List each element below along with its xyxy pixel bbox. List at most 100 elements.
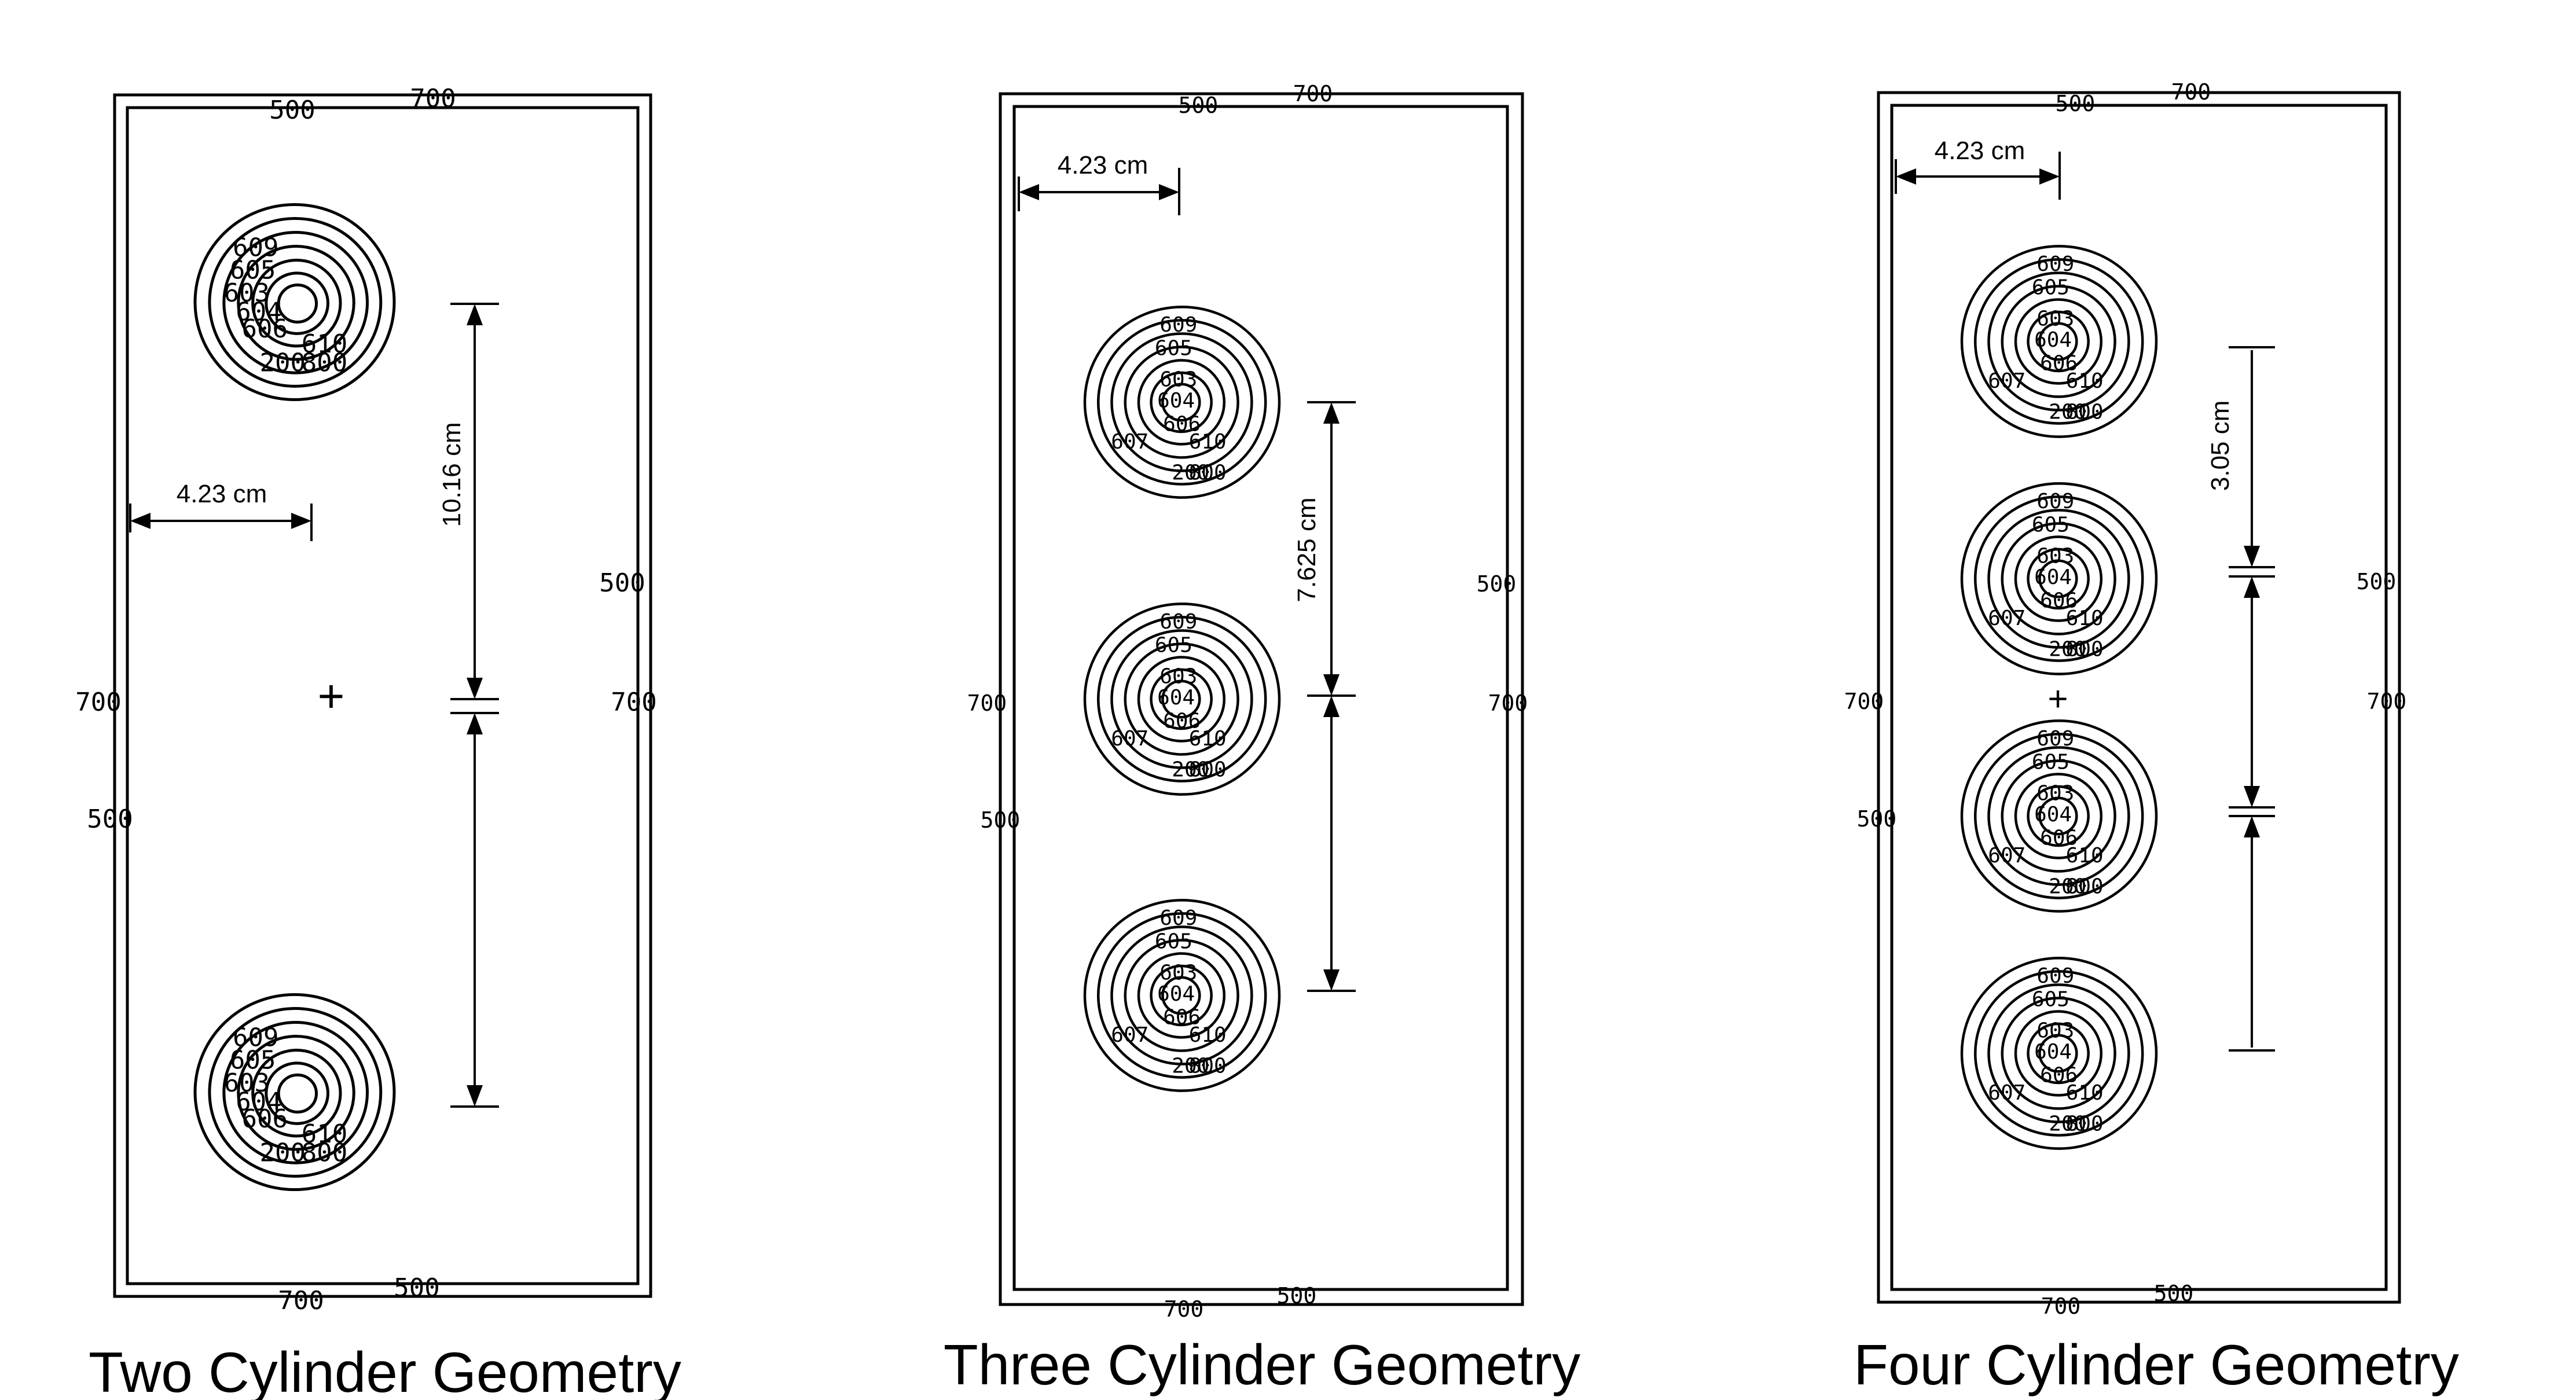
contour-ring bbox=[2001, 522, 2116, 635]
label-top-700: 700 bbox=[410, 84, 456, 113]
inner-boundary bbox=[1012, 105, 1509, 1291]
contour-label: 609 bbox=[233, 233, 278, 262]
contour-label: 603 bbox=[2036, 1019, 2074, 1042]
contour-label: 200 bbox=[259, 1138, 305, 1168]
contour-ring bbox=[277, 1073, 318, 1114]
contour-label: 200 bbox=[2049, 875, 2086, 899]
contour-label: 604 bbox=[2034, 803, 2072, 826]
contour-ring bbox=[1137, 359, 1226, 446]
spacing-label: 7.625 cm bbox=[1293, 498, 1321, 602]
contour-label: 605 bbox=[1155, 337, 1192, 361]
contour-label: 606 bbox=[242, 314, 288, 344]
contour-ring bbox=[2001, 997, 2116, 1110]
contour-label: 606 bbox=[1163, 413, 1201, 436]
contour-label: 605 bbox=[1155, 930, 1192, 954]
contour-label: 609 bbox=[2036, 252, 2074, 276]
contour-label: 606 bbox=[242, 1104, 288, 1134]
caption-four: Four Cylinder Geometry bbox=[1854, 1333, 2459, 1397]
contour-ring bbox=[1124, 642, 1239, 756]
label-right-700: 700 bbox=[2367, 689, 2407, 714]
contour-label: 605 bbox=[230, 256, 276, 285]
outer-boundary bbox=[113, 93, 652, 1298]
contour-ring bbox=[265, 1061, 329, 1125]
contour-ring bbox=[1973, 258, 2144, 425]
contour-ring bbox=[1083, 602, 1281, 796]
contour-label: 610 bbox=[2066, 1081, 2104, 1105]
contour-label: 605 bbox=[2032, 751, 2069, 774]
contour-label: 607 bbox=[1988, 607, 2025, 630]
label-right-500: 500 bbox=[2357, 569, 2397, 594]
panel-three-cylinder: 500 700 700 500 700 500 500 700 60960560… bbox=[944, 81, 1580, 1397]
contour-ring bbox=[1137, 656, 1226, 743]
label-right-500: 500 bbox=[599, 568, 645, 598]
contour-ring bbox=[1096, 616, 1267, 782]
contour-label: 605 bbox=[230, 1046, 276, 1075]
contour-ring bbox=[1987, 983, 2130, 1123]
contour-ring bbox=[1960, 719, 2158, 913]
outer-boundary bbox=[999, 92, 1524, 1306]
contour-ring bbox=[193, 993, 396, 1192]
contour-label: 603 bbox=[1159, 368, 1197, 391]
contour-label: 606 bbox=[2040, 352, 2078, 376]
label-right-500: 500 bbox=[1477, 571, 1517, 597]
contour-ring bbox=[1110, 332, 1253, 472]
contour-label: 607 bbox=[1988, 1081, 2025, 1105]
contour-label: 604 bbox=[2034, 1040, 2072, 1064]
contour-label: 200 bbox=[1172, 758, 1209, 782]
caption-two: Two Cylinder Geometry bbox=[89, 1340, 681, 1400]
spacing-label: 3.05 cm bbox=[2206, 400, 2234, 491]
contour-ring bbox=[1960, 245, 2158, 438]
contour-ring bbox=[1124, 939, 1239, 1052]
contour-label: 609 bbox=[1159, 610, 1197, 634]
contour-ring bbox=[1110, 925, 1253, 1065]
contour-label: 800 bbox=[2066, 1112, 2104, 1136]
contour-ring bbox=[208, 1006, 383, 1178]
contour-ring bbox=[1161, 383, 1201, 422]
label-left-700: 700 bbox=[967, 690, 1007, 716]
label-bottom-700: 700 bbox=[2041, 1294, 2081, 1319]
label-top-700: 700 bbox=[1293, 81, 1333, 106]
label-bottom-700: 700 bbox=[278, 1286, 324, 1316]
contour-ring bbox=[1124, 346, 1239, 459]
contour-ring bbox=[1083, 306, 1281, 499]
contour-ring bbox=[1973, 733, 2144, 899]
contour-label: 610 bbox=[1189, 727, 1227, 751]
contour-label: 603 bbox=[2036, 781, 2074, 805]
width-label: 4.23 cm bbox=[1935, 137, 2025, 165]
contour-label: 200 bbox=[259, 348, 305, 378]
contour-ring bbox=[1973, 495, 2144, 662]
contour-label: 603 bbox=[2036, 307, 2074, 330]
contour-ring bbox=[208, 216, 383, 388]
contour-ring bbox=[1083, 899, 1281, 1092]
contour-ring bbox=[2038, 1034, 2078, 1073]
contour-label: 800 bbox=[2066, 875, 2104, 899]
contour-label: 800 bbox=[1189, 461, 1227, 485]
contour-ring bbox=[222, 230, 369, 374]
contour-label: 606 bbox=[2040, 1064, 2078, 1087]
contour-label: 603 bbox=[224, 278, 270, 308]
label-left-700: 700 bbox=[75, 688, 121, 717]
contour-label: 604 bbox=[1157, 982, 1195, 1006]
spacing-dimension: 10.16 cm bbox=[438, 303, 499, 1108]
label-top-500: 500 bbox=[1179, 93, 1219, 118]
contour-label: 604 bbox=[236, 1087, 281, 1116]
contour-ring bbox=[277, 283, 318, 324]
contour-label: 800 bbox=[302, 348, 347, 378]
contour-ring bbox=[2014, 535, 2103, 622]
center-mark: + bbox=[318, 670, 345, 722]
contour-label: 606 bbox=[1163, 1006, 1201, 1030]
contour-label: 609 bbox=[2036, 727, 2074, 751]
outer-boundary bbox=[1877, 91, 2401, 1304]
contour-ring bbox=[1096, 319, 1267, 486]
contour-label: 606 bbox=[1163, 710, 1201, 733]
contour-ring bbox=[2027, 547, 2090, 610]
contour-ring bbox=[2014, 773, 2103, 859]
contour-label: 200 bbox=[1172, 1054, 1209, 1078]
panel-two-cylinder: 500 700 700 500 700 500 500 700 60960560… bbox=[75, 84, 681, 1400]
contour-label: 607 bbox=[1988, 369, 2025, 393]
